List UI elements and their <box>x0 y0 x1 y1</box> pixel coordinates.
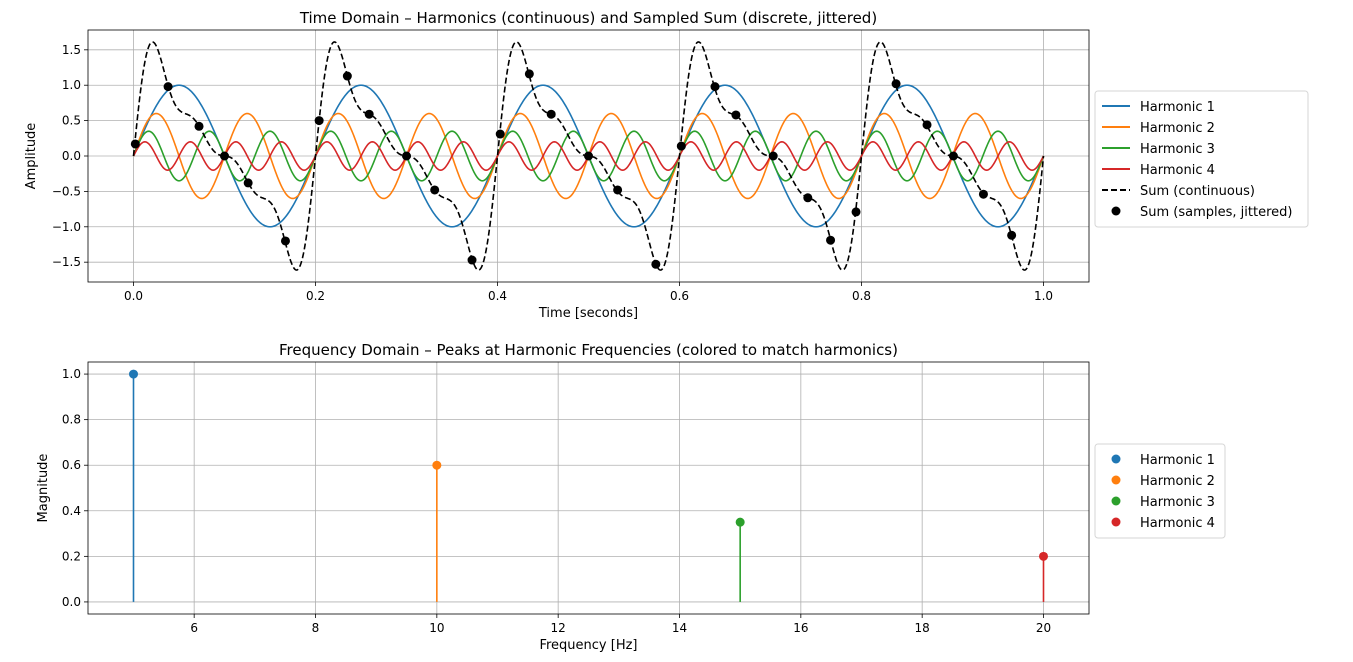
legend-marker-swatch <box>1111 206 1121 216</box>
x-tick-label: 0.0 <box>124 289 143 303</box>
x-tick-label: 16 <box>793 621 808 635</box>
sum-sample-point <box>243 178 253 188</box>
y-tick-label: 1.0 <box>62 78 81 92</box>
x-tick-label: 0.2 <box>306 289 325 303</box>
sum-sample-point <box>651 259 661 269</box>
sum-sample-point <box>467 255 477 265</box>
sum-sample-point <box>768 151 778 161</box>
sum-sample-point <box>891 79 901 89</box>
y-axis-label: Magnitude <box>36 454 51 523</box>
x-tick-label: 18 <box>915 621 930 635</box>
sum-sample-point <box>546 109 556 119</box>
legend-label: Harmonic 2 <box>1140 121 1215 136</box>
chart-title: Time Domain – Harmonics (continuous) and… <box>299 9 877 27</box>
legend-label: Harmonic 1 <box>1140 453 1215 468</box>
legend-label: Harmonic 4 <box>1140 516 1215 531</box>
x-tick-label: 10 <box>429 621 444 635</box>
legend-label: Harmonic 4 <box>1140 163 1215 178</box>
sum-sample-point <box>280 236 290 246</box>
legend: Harmonic 1 Harmonic 2 Harmonic 3 Harmonic 4… <box>1094 90 1309 228</box>
sum-sample-point <box>803 193 813 203</box>
axes-frame <box>87 29 1090 283</box>
sum-sample-point <box>978 189 988 199</box>
legend-label: Harmonic 3 <box>1140 495 1215 510</box>
sum-sample-point <box>194 121 204 131</box>
sum-sample-point <box>826 235 836 245</box>
x-tick-label: 1.0 <box>1034 289 1053 303</box>
x-tick-label: 14 <box>672 621 687 635</box>
sum-sample-point <box>676 141 686 151</box>
y-tick-label: 0.5 <box>62 114 81 128</box>
legend-marker-swatch <box>1111 454 1121 464</box>
axes-0: 0.0 0.2 0.4 0.6 0.8 1.0 −1.5 −1.0 −0.5 0.0 0.5 1.0 1… <box>24 9 1090 321</box>
legend-label: Sum (samples, jittered) <box>1140 205 1292 220</box>
legend-marker-swatch <box>1111 517 1121 527</box>
chart-title: Frequency Domain – Peaks at Harmonic Fre… <box>279 341 898 359</box>
sum-sample-point <box>584 151 593 161</box>
x-axis-label: Frequency [Hz] <box>539 638 637 653</box>
x-tick-label: 0.6 <box>670 289 689 303</box>
legend-frame <box>1094 90 1309 228</box>
y-tick-label: 0.0 <box>62 595 81 609</box>
sum-sample-point <box>524 69 534 79</box>
sum-sample-point <box>314 116 324 126</box>
sum-sample-point <box>613 185 623 195</box>
x-tick-label: 12 <box>551 621 566 635</box>
x-tick-label: 8 <box>312 621 320 635</box>
sum-sample-point <box>710 82 720 92</box>
legend-marker-swatch <box>1111 496 1121 506</box>
y-tick-label: 0.6 <box>62 458 81 472</box>
y-tick-label: 1.5 <box>62 43 81 57</box>
legend-label: Harmonic 3 <box>1140 142 1215 157</box>
y-tick-label: −1.5 <box>52 255 81 269</box>
sum-sample-point <box>731 110 741 120</box>
stem-marker-harmonic-3 <box>735 517 745 527</box>
sum-sample-point <box>364 109 374 119</box>
sum-sample-point <box>495 129 505 139</box>
y-tick-label: 0.8 <box>62 413 81 427</box>
y-tick-label: −1.0 <box>52 220 81 234</box>
y-tick-label: 1.0 <box>62 367 81 381</box>
stem-marker-harmonic-2 <box>432 460 442 470</box>
legend-label: Sum (continuous) <box>1140 184 1255 199</box>
y-tick-label: −0.5 <box>52 184 81 198</box>
sum-sample-point <box>163 82 173 92</box>
x-tick-label: 6 <box>190 621 198 635</box>
sum-sample-point <box>922 120 932 130</box>
x-tick-label: 0.4 <box>488 289 507 303</box>
sum-sample-point <box>130 139 140 149</box>
y-tick-label: 0.4 <box>62 504 81 518</box>
sum-sample-point <box>220 151 229 161</box>
y-axis-label: Amplitude <box>24 123 39 190</box>
sum-sample-point <box>851 207 861 217</box>
sum-sample-point <box>430 185 440 195</box>
sum-sample-point <box>1007 230 1017 240</box>
axes-frame <box>87 361 1090 615</box>
x-tick-label: 20 <box>1036 621 1051 635</box>
x-axis-label: Time [seconds] <box>538 306 638 321</box>
legend-frame <box>1094 443 1226 539</box>
sum-sample-point <box>948 151 958 161</box>
y-tick-label: 0.2 <box>62 549 81 563</box>
x-tick-label: 0.8 <box>852 289 871 303</box>
y-tick-label: 0.0 <box>62 149 81 163</box>
sum-sample-point <box>342 71 352 81</box>
legend-label: Harmonic 1 <box>1140 100 1215 115</box>
legend-label: Harmonic 2 <box>1140 474 1215 489</box>
legend: Harmonic 1 Harmonic 2 Harmonic 3 Harmonic 4 <box>1094 443 1226 539</box>
axes-1: 6 8 10 12 14 16 18 20 0.0 0.2 0.4 0.6 0.8 1.0 Frequenc… <box>36 341 1090 653</box>
stem-marker-harmonic-4 <box>1039 551 1048 561</box>
sum-sample-point <box>402 151 411 161</box>
stem-marker-harmonic-1 <box>129 369 138 379</box>
legend-marker-swatch <box>1111 475 1121 485</box>
